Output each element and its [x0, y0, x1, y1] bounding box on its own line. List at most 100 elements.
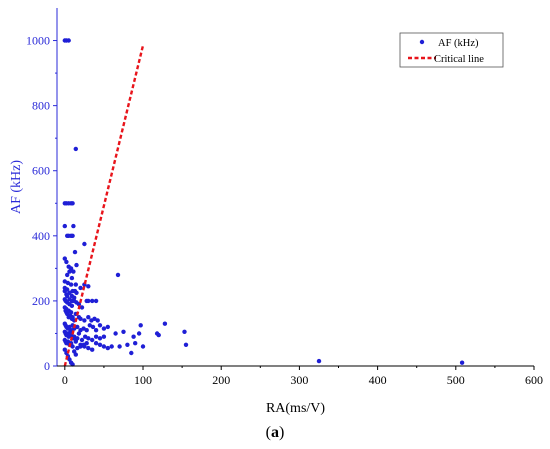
data-point — [101, 334, 107, 339]
data-point — [121, 329, 126, 334]
data-point — [95, 318, 100, 323]
data-point — [75, 324, 80, 330]
data-point — [71, 223, 76, 229]
data-point — [156, 332, 161, 338]
data-point — [71, 269, 76, 274]
y-tick-label: 400 — [32, 229, 50, 243]
data-point — [66, 38, 71, 43]
data-point — [86, 284, 91, 289]
data-point — [68, 310, 74, 315]
legend: AF (kHz) Critical line — [399, 32, 504, 68]
legend-label-critical-line: Critical line — [434, 54, 484, 65]
data-point — [62, 347, 67, 352]
critical-line — [63, 45, 145, 367]
data-point — [97, 323, 103, 328]
data-point — [90, 347, 95, 352]
data-point — [73, 282, 79, 287]
data-point — [84, 341, 89, 346]
x-tick-label: 0 — [62, 373, 68, 387]
data-point — [86, 336, 91, 341]
data-point — [69, 303, 75, 308]
data-point — [67, 269, 72, 274]
data-point — [68, 329, 73, 334]
legend-box — [399, 32, 504, 68]
data-point — [162, 321, 168, 326]
data-point — [129, 350, 134, 356]
data-point — [115, 272, 121, 278]
data-point — [75, 336, 80, 341]
data-point — [62, 223, 67, 229]
data-point — [136, 331, 142, 336]
data-point — [65, 287, 70, 292]
data-point — [182, 329, 187, 334]
data-point — [90, 324, 96, 330]
y-tick-label: 1000 — [26, 34, 50, 48]
data-point — [131, 334, 136, 339]
data-point — [93, 328, 99, 333]
data-point — [101, 326, 107, 331]
data-point — [117, 344, 122, 349]
data-point — [70, 362, 75, 367]
data-point — [68, 282, 74, 287]
data-point — [90, 337, 95, 343]
data-point — [316, 358, 322, 364]
data-point — [140, 344, 146, 349]
data-point — [76, 302, 82, 307]
data-point — [138, 323, 143, 328]
y-tick-label: 800 — [32, 99, 50, 113]
data-point — [73, 146, 79, 152]
data-point — [93, 298, 99, 304]
x-tick-label: 400 — [369, 373, 387, 387]
data-point — [82, 318, 87, 323]
x-tick-label: 300 — [290, 373, 308, 387]
data-point — [70, 233, 75, 238]
panel-label: (a) — [265, 424, 285, 441]
data-point — [183, 342, 189, 347]
data-point — [105, 345, 111, 351]
critical-line-layer — [63, 45, 145, 367]
data-point — [72, 298, 77, 304]
data-point — [97, 336, 103, 341]
data-point — [67, 290, 72, 295]
data-point — [74, 290, 79, 295]
data-point — [109, 344, 114, 349]
data-point — [82, 241, 87, 247]
data-point — [69, 293, 75, 299]
data-point — [76, 331, 82, 336]
data-point — [79, 337, 85, 343]
data-point — [86, 315, 91, 320]
legend-label-points: AF (kHz) — [438, 38, 479, 49]
data-point — [125, 342, 130, 347]
data-point — [459, 360, 465, 365]
legend-marker-points — [419, 39, 425, 45]
data-point — [69, 275, 75, 281]
data-point — [93, 341, 99, 346]
data-point — [93, 334, 99, 339]
data-point — [113, 331, 118, 336]
y-axis-title: AF (kHz) — [9, 160, 24, 214]
axes: 0 200 400 600 800 1000 0 100 200 300 400 500 600 RA(m… — [9, 8, 543, 416]
y-tick-label: 200 — [32, 294, 50, 308]
x-tick-label: 500 — [447, 373, 465, 387]
data-point — [101, 344, 107, 349]
data-point — [86, 345, 91, 351]
x-tick-label: 200 — [212, 373, 230, 387]
data-point — [74, 262, 79, 268]
data-point — [78, 316, 83, 321]
data-point — [105, 324, 111, 330]
data-point — [64, 259, 69, 265]
data-point — [65, 293, 70, 299]
data-point — [79, 305, 85, 310]
data-point — [90, 298, 95, 304]
data-point — [62, 256, 67, 261]
data-point — [65, 272, 70, 278]
data-point — [70, 344, 75, 349]
y-tick-label: 0 — [44, 359, 50, 373]
x-tick-label: 100 — [134, 373, 152, 387]
x-tick-label: 600 — [525, 373, 543, 387]
data-point — [97, 342, 103, 347]
data-point — [86, 298, 91, 304]
data-point — [73, 352, 79, 357]
data-point — [84, 328, 89, 333]
